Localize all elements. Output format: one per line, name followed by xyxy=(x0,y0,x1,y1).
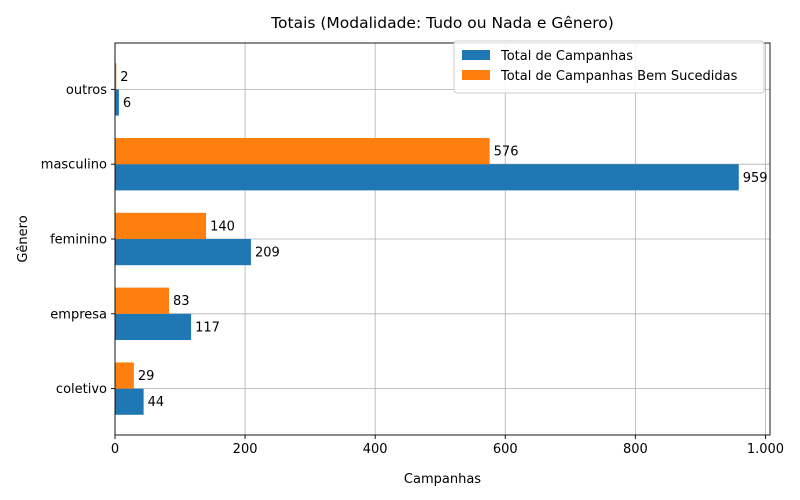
y-axis-label: Gênero xyxy=(16,215,31,262)
x-tick-label: 1.000 xyxy=(747,442,784,457)
x-tick-label: 800 xyxy=(623,442,648,457)
x-tick-label: 200 xyxy=(233,442,258,457)
axes: 0 200 400 600 800 1.000 coletivo empresa feminin… xyxy=(41,42,784,457)
bar-success-feminino xyxy=(115,212,207,239)
chart-title: Totais (Modalidade: Tudo ou Nada e Gêner… xyxy=(270,14,614,32)
x-tick-label: 0 xyxy=(111,442,119,457)
bar-success-empresa xyxy=(115,287,169,314)
x-tick-label: 600 xyxy=(493,442,518,457)
legend-label: Total de Campanhas Bem Sucedidas xyxy=(500,69,738,84)
x-tick-label: 400 xyxy=(363,442,388,457)
bar-total-outros xyxy=(115,89,119,116)
data-label-total-outros: 6 xyxy=(123,96,131,111)
bar-success-coletivo xyxy=(115,362,134,389)
legend: Total de Campanhas Total de Campanhas Bem… xyxy=(453,40,765,94)
data-label-total-masculino: 959 xyxy=(743,171,768,186)
data-label-total-coletivo: 44 xyxy=(148,395,165,410)
bars xyxy=(115,63,739,415)
data-label-success-masculino: 576 xyxy=(494,145,519,160)
legend-swatch xyxy=(462,70,490,80)
y-tick-label-masculino: masculino xyxy=(41,158,107,173)
bar-total-empresa xyxy=(115,313,192,340)
bar-total-coletivo xyxy=(115,388,144,415)
data-label-total-empresa: 117 xyxy=(195,320,220,335)
data-label-success-outros: 2 xyxy=(120,70,128,85)
data-label-success-feminino: 140 xyxy=(210,219,235,234)
bar-total-masculino xyxy=(115,164,739,191)
bar-success-masculino xyxy=(115,138,490,165)
y-tick-label-feminino: feminino xyxy=(50,233,107,248)
legend-label: Total de Campanhas xyxy=(500,49,633,64)
legend-swatch xyxy=(462,50,490,60)
y-tick-label-outros: outros xyxy=(66,83,107,98)
bar-total-feminino xyxy=(115,239,251,266)
data-label-success-coletivo: 29 xyxy=(138,369,155,384)
x-axis-label: Campanhas xyxy=(404,472,481,487)
y-tick-label-coletivo: coletivo xyxy=(56,382,107,397)
y-tick-label-empresa: empresa xyxy=(50,307,107,322)
legend-box xyxy=(453,40,765,94)
data-label-success-empresa: 83 xyxy=(173,294,190,309)
data-label-total-feminino: 209 xyxy=(255,246,280,261)
bar-success-outros xyxy=(115,63,117,90)
data-labels: 44 29 117 83 209 140 959 576 6 2 xyxy=(120,70,767,410)
